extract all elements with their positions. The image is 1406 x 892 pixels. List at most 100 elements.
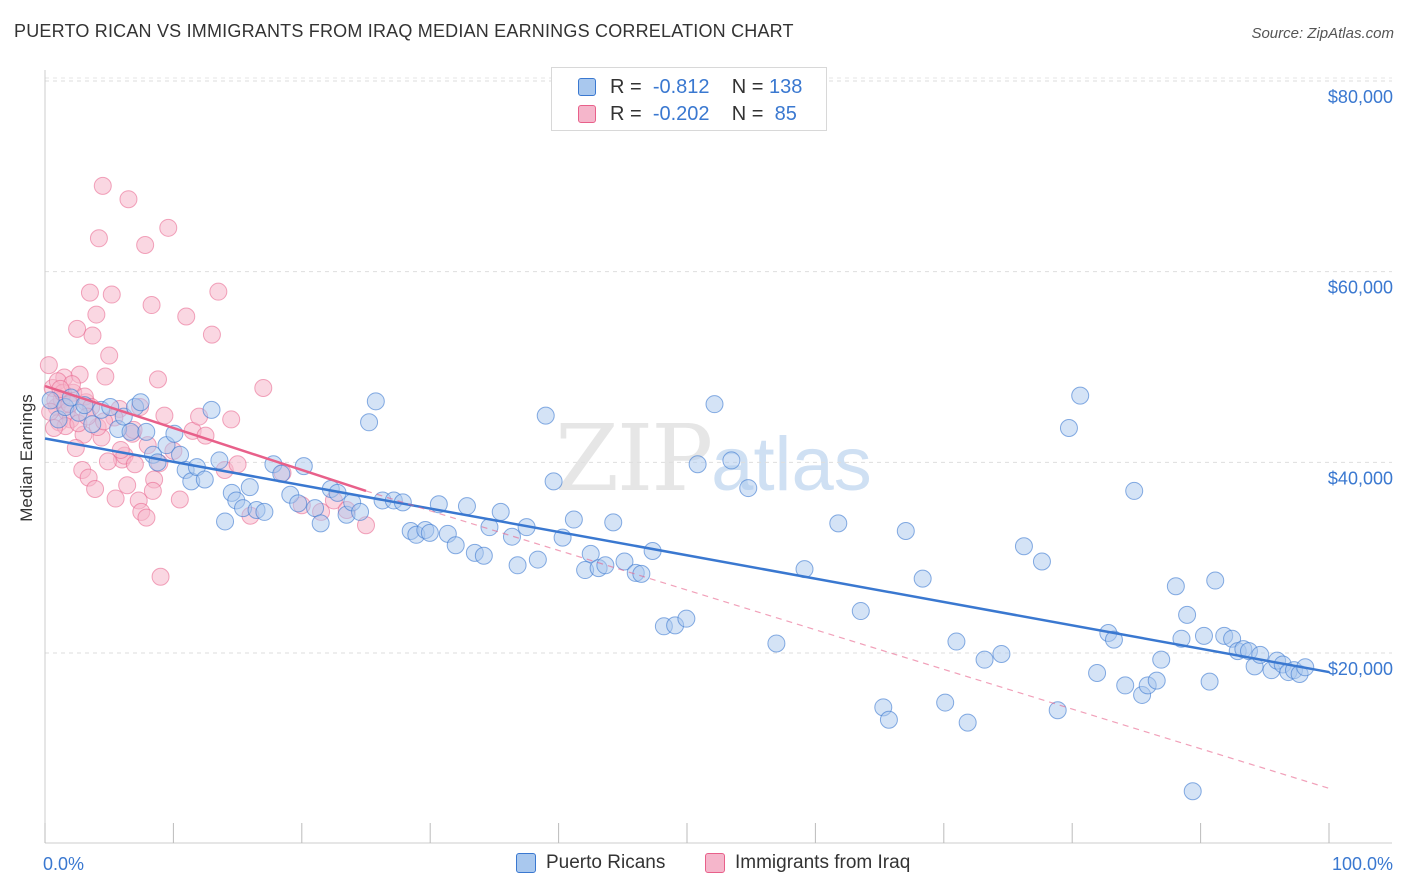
legend-item-puerto-ricans: Puerto Ricans (516, 852, 665, 874)
data-point-puerto-rican (688, 455, 707, 474)
blue-swatch-icon (578, 78, 596, 96)
data-point-puerto-rican (705, 395, 724, 414)
data-point-puerto-rican (896, 521, 915, 540)
legend-n-value: 85 (769, 102, 797, 125)
data-point-puerto-rican (121, 422, 140, 441)
data-point-puerto-rican (632, 564, 651, 583)
data-point-puerto-rican (210, 451, 229, 470)
data-point-puerto-rican (306, 499, 325, 518)
data-point-puerto-rican (581, 544, 600, 563)
data-point-puerto-rican (1183, 782, 1202, 801)
y-tick-label: $40,000 (1328, 468, 1393, 488)
data-point-puerto-rican (1200, 672, 1219, 691)
data-point-puerto-rican (1088, 664, 1107, 683)
data-point-puerto-rican (148, 453, 167, 472)
legend-n-value: 138 (769, 75, 803, 98)
data-point-puerto-rican (366, 392, 385, 411)
data-point-iraq (80, 283, 99, 302)
data-point-puerto-rican (202, 400, 221, 419)
data-point-puerto-rican (240, 478, 259, 497)
data-point-puerto-rican (195, 470, 214, 489)
data-point-puerto-rican (936, 693, 955, 712)
y-axis-title: Median Earnings (17, 394, 36, 522)
data-point-puerto-rican (879, 710, 898, 729)
legend-row-puerto-ricans: R = -0.812 N = 138 (578, 74, 802, 100)
data-point-puerto-rican (491, 502, 510, 521)
data-point-iraq (148, 370, 167, 389)
trend-line-puerto-ricans (44, 437, 1330, 674)
legend-n-label: N = (731, 75, 764, 98)
data-point-puerto-rican (677, 609, 696, 628)
x-tick-label-end: 100.0% (1332, 854, 1393, 874)
trend-lines (44, 384, 1330, 789)
legend-r-label: R = (610, 75, 642, 98)
correlation-legend: R = -0.812 N = 138 R = -0.202 N = 85 (551, 67, 827, 131)
data-point-puerto-rican (1194, 626, 1213, 645)
legend-r-label: R = (610, 102, 642, 125)
data-point-puerto-rican (958, 713, 977, 732)
data-point-puerto-rican (596, 556, 615, 575)
pink-swatch-icon (705, 853, 725, 873)
data-point-puerto-rican (913, 569, 932, 588)
data-point-iraq (137, 508, 156, 527)
data-point-iraq (98, 452, 117, 471)
data-point-iraq (106, 489, 125, 508)
data-point-puerto-rican (1178, 605, 1197, 624)
y-tick-label: $60,000 (1328, 278, 1393, 298)
data-point-iraq (143, 481, 162, 500)
data-point-iraq (209, 282, 228, 301)
data-point-iraq (170, 490, 189, 509)
trend-line-iraq-extension (365, 490, 1330, 789)
data-point-puerto-rican (564, 510, 583, 529)
data-point-puerto-rican (1071, 386, 1090, 405)
data-point-puerto-rican (1166, 577, 1185, 596)
data-point-puerto-rican (604, 513, 623, 532)
source-label: Source: ZipAtlas.com (1251, 25, 1394, 42)
data-point-puerto-rican (528, 550, 547, 569)
data-point-iraq (87, 305, 106, 324)
data-point-puerto-rican (615, 552, 634, 571)
data-point-puerto-rican (739, 479, 758, 498)
data-point-iraq (136, 235, 155, 254)
data-point-puerto-rican (83, 415, 102, 434)
data-point-iraq (102, 285, 121, 304)
legend-row-immigrants-from-iraq: R = -0.202 N = 85 (578, 101, 797, 127)
data-point-iraq (177, 307, 196, 326)
y-tick-label: $80,000 (1328, 87, 1393, 107)
data-point-iraq (222, 410, 241, 429)
data-point-puerto-rican (544, 472, 563, 491)
data-point-puerto-rican (1048, 701, 1067, 720)
data-point-puerto-rican (992, 644, 1011, 663)
data-point-puerto-rican (457, 497, 476, 516)
data-point-puerto-rican (171, 445, 190, 464)
blue-swatch-icon (516, 853, 536, 873)
data-point-puerto-rican (829, 514, 848, 533)
data-point-puerto-rican (311, 514, 330, 533)
data-point-puerto-rican (255, 502, 274, 521)
watermark: ZIPatlas (555, 405, 872, 512)
data-point-puerto-rican (1059, 419, 1078, 438)
chart-title: PUERTO RICAN VS IMMIGRANTS FROM IRAQ MED… (14, 21, 794, 41)
data-point-puerto-rican (360, 413, 379, 432)
legend-item-immigrants-from-iraq: Immigrants from Iraq (705, 852, 910, 874)
legend-r-value: -0.202 (652, 102, 710, 125)
legend-r-value: -0.812 (652, 75, 710, 98)
data-point-puerto-rican (1152, 650, 1171, 669)
data-point-puerto-rican (1104, 630, 1123, 649)
data-point-puerto-rican (508, 556, 527, 575)
data-point-iraq (96, 367, 115, 386)
data-point-puerto-rican (1125, 481, 1144, 500)
data-point-puerto-rican (216, 512, 235, 531)
data-point-iraq (68, 319, 87, 338)
axis-labels: $20,000 $40,000 $60,000 $80,000 0.0% 100.0% Me… (17, 87, 1393, 874)
legend-label-puerto-ricans: Puerto Ricans (546, 852, 666, 873)
data-point-puerto-rican (137, 422, 156, 441)
data-point-iraq (155, 406, 174, 425)
data-point-puerto-rican (474, 546, 493, 565)
data-point-puerto-rican (420, 523, 439, 542)
data-point-puerto-rican (1032, 552, 1051, 571)
data-point-iraq (83, 326, 102, 345)
data-point-puerto-rican (851, 602, 870, 621)
data-point-puerto-rican (536, 406, 555, 425)
